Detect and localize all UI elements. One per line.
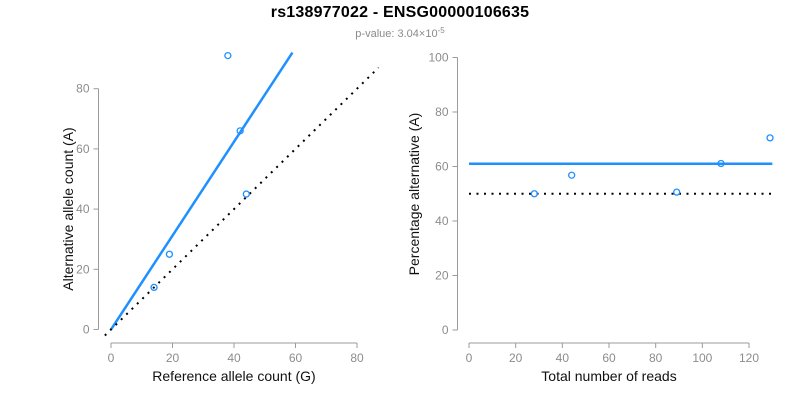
data-point <box>150 283 158 292</box>
pvalue-text: p-value: 3.04×10 <box>355 28 438 40</box>
identity-line <box>104 66 380 337</box>
data-point <box>236 127 244 135</box>
x-axis-title: Reference allele count (G) <box>152 368 315 384</box>
x-axis-title: Total number of reads <box>541 368 676 384</box>
data-point <box>766 134 774 142</box>
y-axis-title: Percentage alternative (A) <box>406 113 422 276</box>
y-axis-tick-label: 0 <box>83 323 90 337</box>
x-axis-tick-label: 100 <box>692 351 712 365</box>
data-point <box>242 190 250 198</box>
x-axis-tick-label: 60 <box>602 351 616 365</box>
y-axis-tick-label: 40 <box>76 202 90 216</box>
x-axis-tick-label: 60 <box>289 351 303 365</box>
data-point <box>717 159 725 168</box>
y-axis-tick-label: 40 <box>435 214 449 228</box>
fitted-line <box>109 51 294 331</box>
x-axis-tick-label: 80 <box>649 351 663 365</box>
page-title: rs138977022 - ENSG00000106635 <box>270 4 530 21</box>
data-point <box>224 51 232 60</box>
y-axis-title: Alternative allele count (A) <box>60 127 76 290</box>
y-axis-tick-label: 20 <box>435 269 449 283</box>
y-axis-tick-label: 100 <box>428 51 448 65</box>
x-axis-tick-label: 80 <box>350 351 364 365</box>
x-axis-tick-label: 40 <box>556 351 570 365</box>
data-point <box>673 188 681 196</box>
y-axis-tick-label: 0 <box>442 323 449 337</box>
x-axis-tick-label: 0 <box>466 351 473 365</box>
x-axis-tick-label: 20 <box>166 351 180 365</box>
data-point <box>530 190 538 198</box>
x-axis-tick-label: 120 <box>739 351 759 365</box>
pvalue-exponent: -5 <box>437 26 445 35</box>
data-point <box>568 171 576 179</box>
data-point <box>165 250 174 258</box>
figure-subtitle: p-value: 3.04×10-5 <box>0 26 800 40</box>
x-axis-tick-label: 40 <box>227 351 241 365</box>
y-axis-tick-label: 60 <box>435 160 449 174</box>
y-axis-tick-label: 20 <box>76 262 90 276</box>
y-axis-tick-label: 60 <box>76 142 90 156</box>
x-axis-tick-label: 20 <box>509 351 523 365</box>
x-axis-tick-label: 0 <box>108 351 115 365</box>
y-axis-tick-label: 80 <box>76 82 90 96</box>
y-axis-tick-label: 80 <box>435 105 449 119</box>
